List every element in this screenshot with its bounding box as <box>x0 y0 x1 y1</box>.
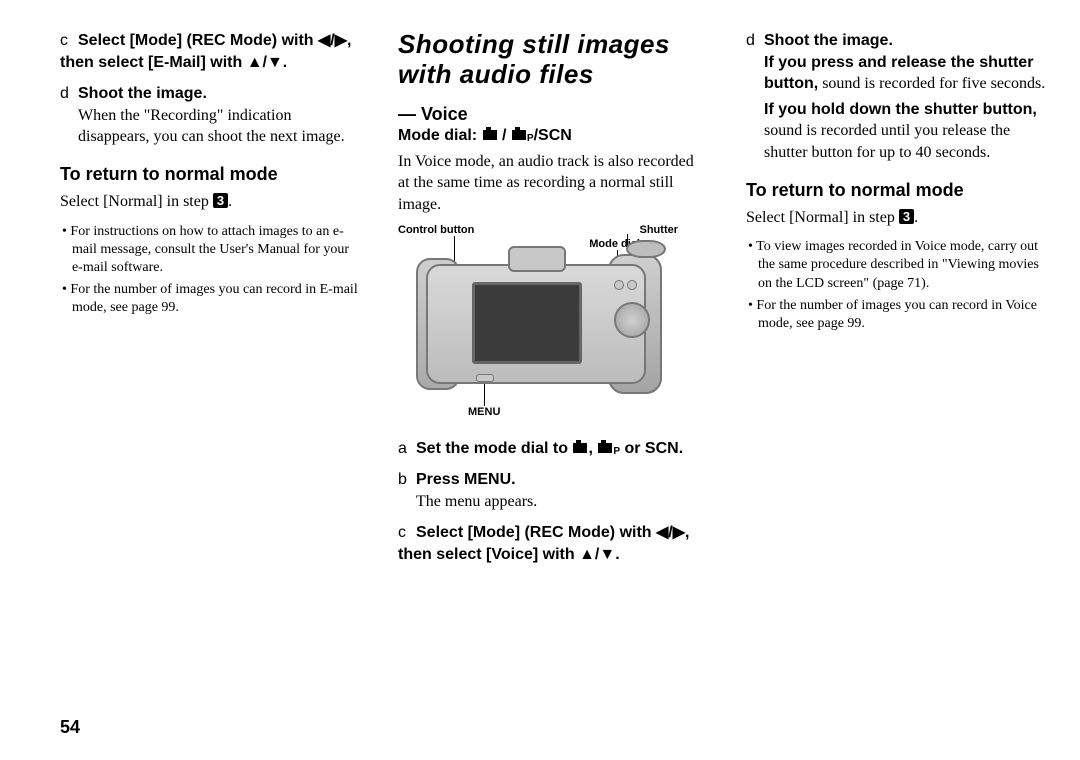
section-title: Shooting still images with audio files <box>398 30 708 90</box>
mode-post: /SCN <box>534 127 572 144</box>
label-shutter: Shutter <box>640 224 679 236</box>
voice-heading: — Voice <box>398 104 708 125</box>
return-heading: To return to normal mode <box>60 164 360 185</box>
note-item: For the number of images you can record … <box>758 297 1046 333</box>
camera-program-icon <box>512 130 526 140</box>
step-c: cSelect [Mode] (REC Mode) with ◀/▶, then… <box>60 30 360 73</box>
camera-menu-button <box>476 374 494 382</box>
note-item: For the number of images you can record … <box>72 281 360 317</box>
step-d2-title: Shoot the image. <box>764 32 893 49</box>
notes-list: For instructions on how to attach images… <box>60 223 360 318</box>
column-center: Shooting still images with audio files —… <box>398 30 708 576</box>
step-letter: a <box>398 438 416 460</box>
mode-dial-line: Mode dial: / P/SCN <box>398 127 708 145</box>
return-body: Select [Normal] in step 3. <box>60 191 360 213</box>
step-d-body: When the "Recording" indication disappea… <box>78 105 360 148</box>
step-number-box: 3 <box>213 193 228 208</box>
return-body-2: Select [Normal] in step 3. <box>746 207 1046 229</box>
note-item: For instructions on how to attach images… <box>72 223 360 278</box>
return-post-2: . <box>914 209 918 226</box>
camera-lcd <box>472 282 582 364</box>
column-left: cSelect [Mode] (REC Mode) with ◀/▶, then… <box>60 30 360 576</box>
leader-line <box>484 384 485 406</box>
camera-auto-icon <box>573 443 587 453</box>
hold-down-text: If you hold down the shutter button, sou… <box>764 99 1046 164</box>
label-control-button: Control button <box>398 224 474 236</box>
camera-diagram: Control button Shutter Mode dial MENU <box>398 224 678 424</box>
step-b-title: Press MENU. <box>416 471 516 488</box>
step-d-title: Shoot the image. <box>78 85 207 102</box>
step-a: aSet the mode dial to , P or SCN. <box>398 438 708 460</box>
step-c2-text: Select [Mode] (REC Mode) with ◀/▶, then … <box>398 524 690 563</box>
step-letter: c <box>60 30 78 52</box>
step-b-body: The menu appears. <box>416 491 708 513</box>
camera-auto-icon <box>483 130 497 140</box>
step-letter: d <box>60 83 78 105</box>
notes-list-2: To view images recorded in Voice mode, c… <box>746 238 1046 333</box>
note-item: To view images recorded in Voice mode, c… <box>758 238 1046 293</box>
step-number-box: 3 <box>899 209 914 224</box>
camera-program-icon <box>598 443 612 453</box>
label-menu: MENU <box>468 406 500 418</box>
voice-intro: In Voice mode, an audio track is also re… <box>398 151 708 216</box>
hold-rest: sound is recorded until you release the … <box>764 122 1010 161</box>
return-post: . <box>228 193 232 210</box>
camera-mode-dial <box>626 240 666 258</box>
return-pre-2: Select [Normal] in step <box>746 209 899 226</box>
step-letter: c <box>398 522 416 544</box>
return-heading-2: To return to normal mode <box>746 180 1046 201</box>
step-c-text: Select [Mode] (REC Mode) with ◀/▶, then … <box>60 32 352 71</box>
manual-page: cSelect [Mode] (REC Mode) with ◀/▶, then… <box>0 0 1080 606</box>
camera-control-pad <box>614 302 650 338</box>
press-rest: sound is recorded for five seconds. <box>818 75 1045 92</box>
step-d2: dShoot the image. If you press and relea… <box>746 30 1046 164</box>
step-b: bPress MENU. The menu appears. <box>398 469 708 512</box>
camera-buttons <box>614 280 648 294</box>
hold-bold: If you hold down the shutter button, <box>764 101 1037 118</box>
step-d: dShoot the image. When the "Recording" i… <box>60 83 360 148</box>
page-number: 54 <box>60 717 80 738</box>
press-release-text: If you press and release the shutter but… <box>764 52 1046 95</box>
mode-pre: Mode dial: <box>398 127 482 144</box>
step-c2: cSelect [Mode] (REC Mode) with ◀/▶, then… <box>398 522 708 565</box>
p-subscript: P <box>527 133 534 144</box>
camera-viewfinder <box>508 246 566 272</box>
step-a-text: Set the mode dial to , P or SCN. <box>416 440 683 457</box>
step-letter: d <box>746 30 764 52</box>
column-right: dShoot the image. If you press and relea… <box>746 30 1046 576</box>
step-letter: b <box>398 469 416 491</box>
return-pre: Select [Normal] in step <box>60 193 213 210</box>
